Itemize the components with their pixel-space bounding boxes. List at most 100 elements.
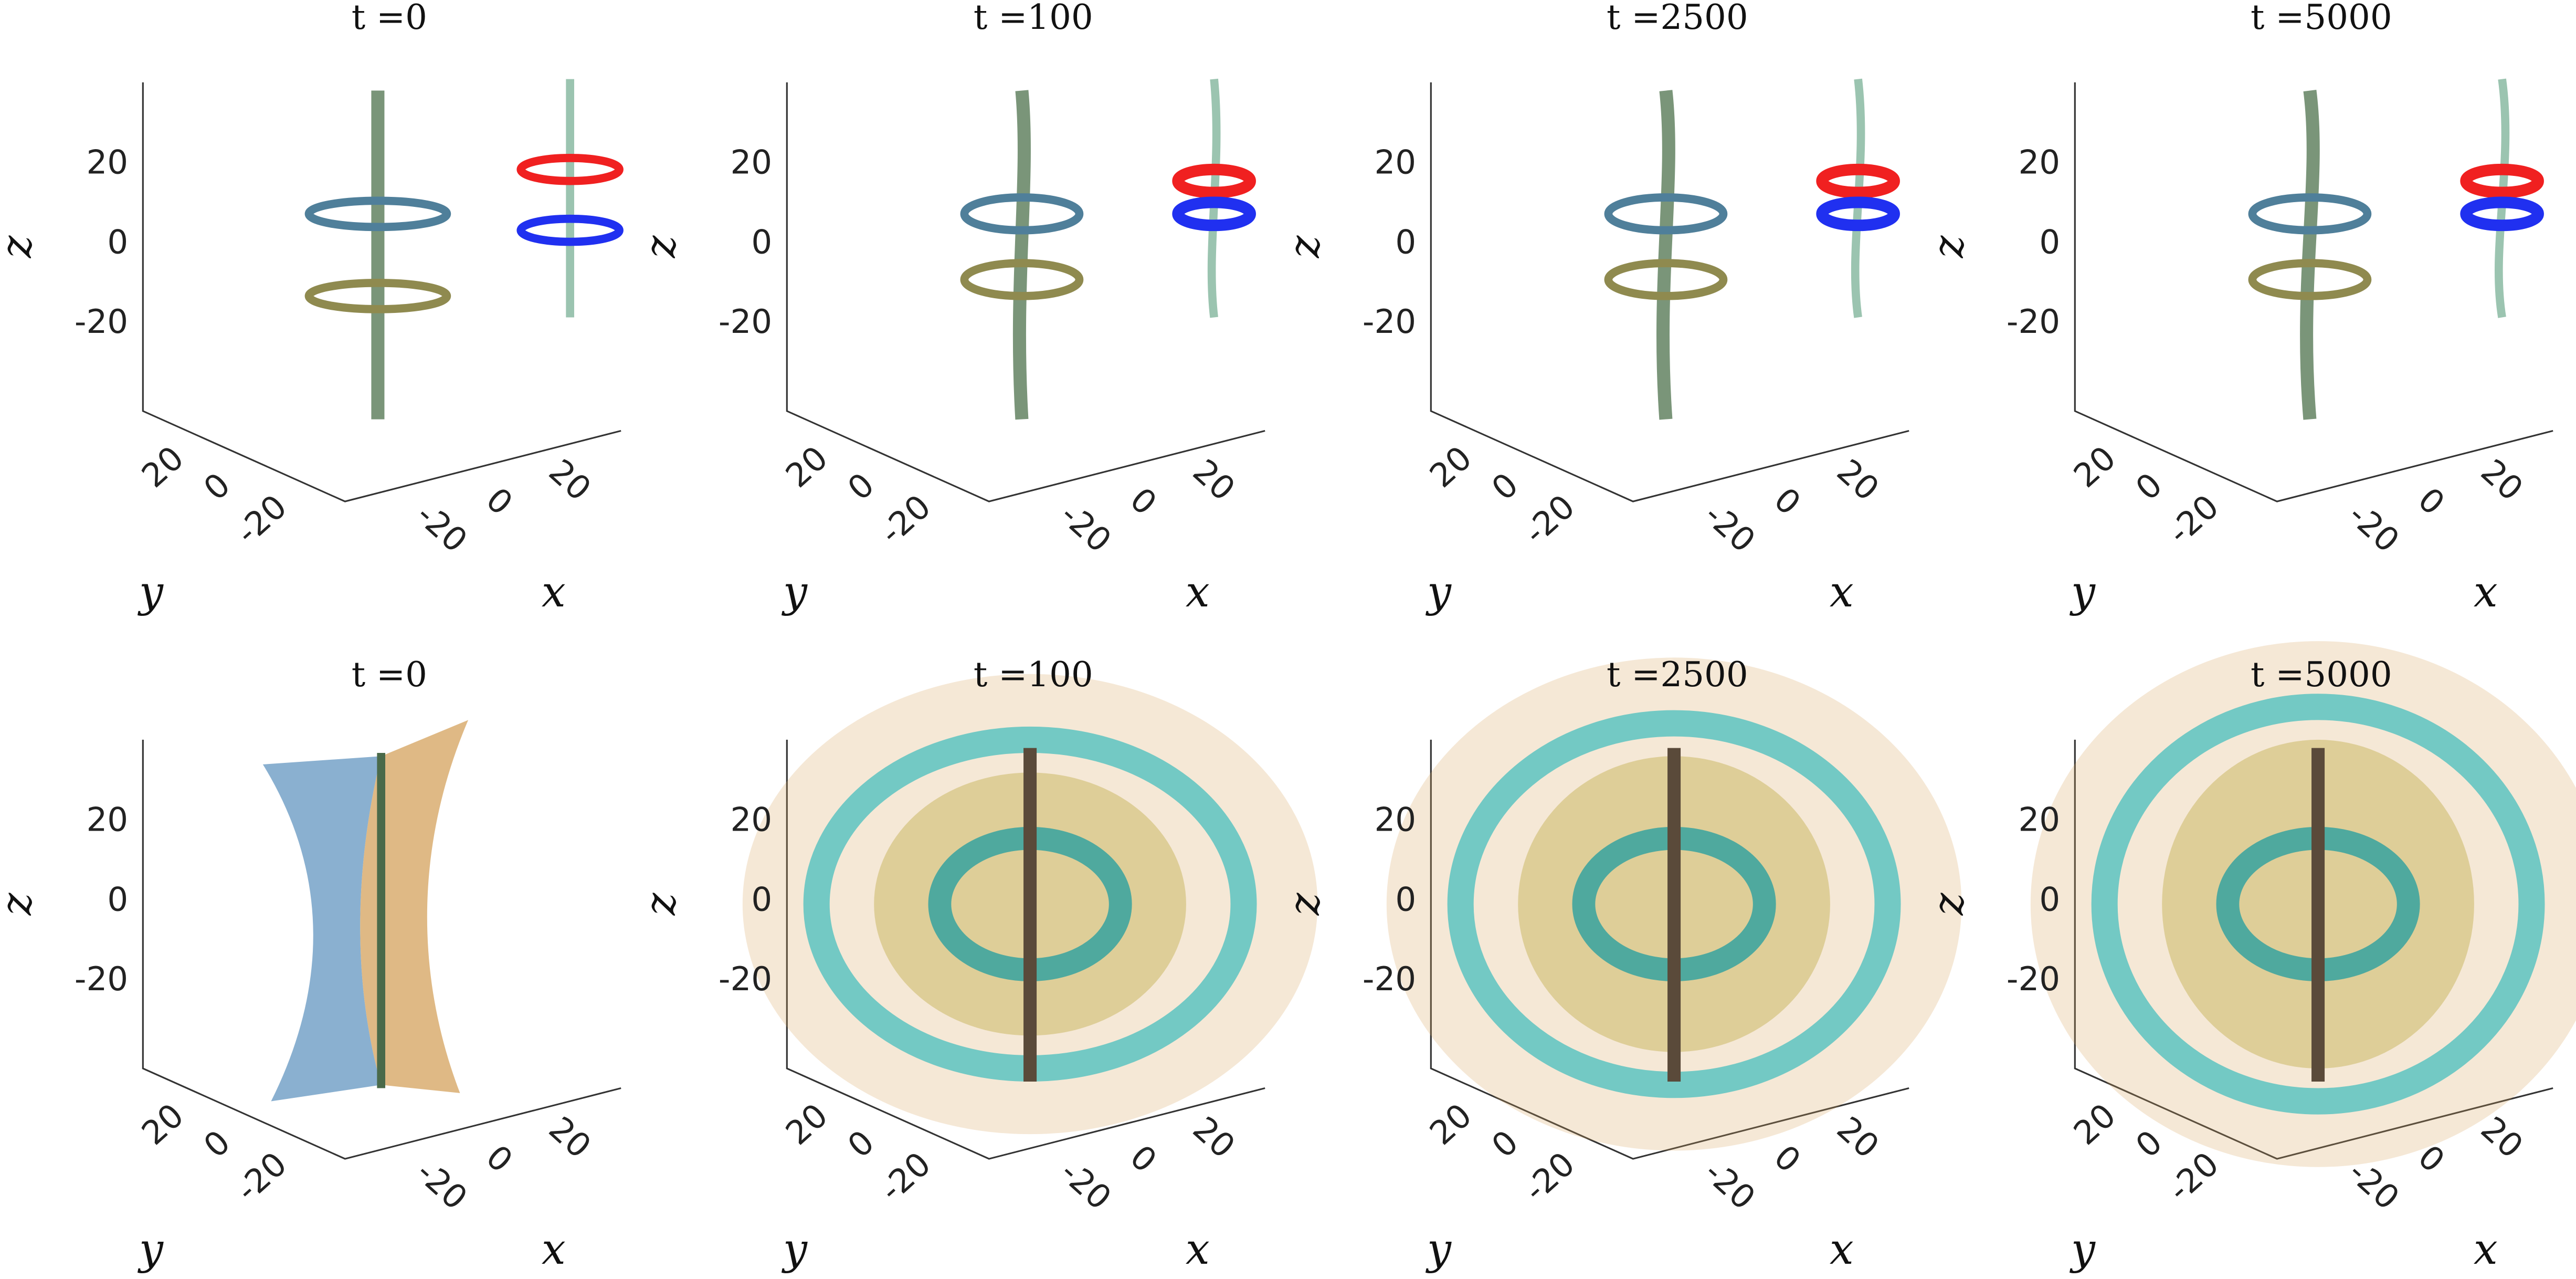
panel-title: t =5000 bbox=[2251, 654, 2392, 695]
x-tick-label: -20 bbox=[1697, 496, 1762, 560]
z-tick-label: 0 bbox=[107, 880, 128, 918]
vortex-ring bbox=[960, 259, 1084, 300]
x-axis-label: x bbox=[2474, 1224, 2498, 1274]
y-tick-label: 20 bbox=[1422, 1096, 1479, 1152]
panel-title: t =100 bbox=[974, 0, 1093, 37]
y-axis-label: y bbox=[1425, 567, 1452, 617]
vortex-ring bbox=[2248, 193, 2372, 235]
x-tick-label: 20 bbox=[542, 1109, 598, 1166]
y-axis-label: y bbox=[2069, 567, 2096, 617]
panel-title: t =0 bbox=[352, 654, 427, 695]
surface bbox=[262, 756, 382, 1102]
z-tick-label: 20 bbox=[1374, 801, 1416, 839]
vortex-tube bbox=[2300, 89, 2320, 420]
y-tick-label: -20 bbox=[1516, 1145, 1582, 1209]
y-tick-label: 20 bbox=[778, 438, 835, 495]
x-axis-label: x bbox=[1830, 1224, 1854, 1274]
z-tick-label: 0 bbox=[2039, 223, 2060, 261]
z-tick-label: -20 bbox=[75, 302, 128, 341]
y-tick-label: 20 bbox=[778, 1096, 835, 1152]
x-axis-label: x bbox=[1830, 567, 1854, 617]
vortex-ring bbox=[1604, 193, 1728, 235]
z-tick-label: -20 bbox=[2007, 302, 2060, 341]
y-tick-label: -20 bbox=[2160, 487, 2226, 552]
z-tick-label: -20 bbox=[2007, 960, 2060, 998]
isosurface bbox=[1447, 710, 1901, 1098]
y-axis-label: y bbox=[137, 1224, 164, 1274]
axis-lines bbox=[142, 82, 621, 502]
y-tick-label: 20 bbox=[134, 438, 191, 495]
y-axis-label: y bbox=[781, 567, 808, 617]
axis-lines bbox=[2074, 739, 2553, 1160]
x-tick-label: -20 bbox=[2341, 496, 2406, 560]
x-tick-label: 0 bbox=[1767, 1138, 1808, 1180]
x-axis-label: x bbox=[1186, 1224, 1210, 1274]
isosurface bbox=[2091, 694, 2545, 1115]
vortex-ring bbox=[960, 193, 1084, 235]
x-tick-label: 20 bbox=[1186, 1109, 1242, 1166]
z-tick-label: -20 bbox=[1363, 960, 1416, 998]
y-tick-label: 0 bbox=[1484, 465, 1525, 508]
z-tick-label: 0 bbox=[107, 223, 128, 261]
z-tick-label: -20 bbox=[75, 960, 128, 998]
x-tick-label: 0 bbox=[2411, 480, 2452, 522]
z-axis-label: z bbox=[1924, 892, 1973, 916]
z-tick-label: 20 bbox=[730, 143, 772, 181]
y-axis-label: y bbox=[1425, 1224, 1452, 1274]
axis-lines bbox=[142, 739, 621, 1160]
y-axis-label: y bbox=[781, 1224, 808, 1274]
y-tick-label: -20 bbox=[872, 1145, 938, 1209]
inset-ring-blue bbox=[1172, 196, 1256, 232]
y-tick-label: 0 bbox=[2128, 1123, 2169, 1165]
vortex-ring bbox=[1604, 259, 1728, 300]
y-axis-label: y bbox=[137, 567, 164, 617]
z-tick-label: -20 bbox=[719, 302, 772, 341]
vortex-tube bbox=[1012, 90, 1031, 420]
panel-title: t =5000 bbox=[2251, 0, 2392, 37]
x-tick-label: -20 bbox=[1053, 1153, 1118, 1218]
z-tick-label: -20 bbox=[719, 960, 772, 998]
z-axis-label: z bbox=[636, 892, 685, 916]
x-tick-label: 20 bbox=[542, 452, 598, 508]
axis-lines bbox=[786, 739, 1265, 1160]
y-tick-label: -20 bbox=[1516, 487, 1582, 552]
y-tick-label: -20 bbox=[228, 1145, 294, 1209]
z-tick-label: 0 bbox=[751, 880, 772, 918]
axis-lines bbox=[2074, 82, 2553, 502]
z-tick-label: 20 bbox=[86, 143, 128, 181]
panel-title: t =100 bbox=[974, 654, 1093, 695]
y-tick-label: 0 bbox=[840, 1123, 881, 1165]
y-tick-label: -20 bbox=[228, 487, 294, 552]
inset-ring-blue bbox=[516, 214, 624, 246]
z-axis-label: z bbox=[1280, 892, 1329, 916]
inset-ring-blue bbox=[2460, 196, 2544, 232]
x-tick-label: -20 bbox=[409, 1153, 474, 1218]
panel-title: t =0 bbox=[352, 0, 427, 37]
y-tick-label: 0 bbox=[1484, 1123, 1525, 1165]
inset-ring-red bbox=[2460, 163, 2544, 198]
z-axis-label: z bbox=[1924, 235, 1973, 258]
z-axis-label: z bbox=[1280, 235, 1329, 258]
y-tick-label: 20 bbox=[1422, 438, 1479, 495]
x-tick-label: 20 bbox=[1830, 1109, 1886, 1166]
z-tick-label: 0 bbox=[1395, 880, 1416, 918]
x-tick-label: 0 bbox=[479, 1138, 520, 1180]
panel-title: t =2500 bbox=[1607, 0, 1748, 37]
z-tick-label: -20 bbox=[1363, 302, 1416, 341]
y-tick-label: 0 bbox=[2128, 465, 2169, 508]
vortex-ring bbox=[304, 196, 451, 232]
z-tick-label: 0 bbox=[2039, 880, 2060, 918]
x-axis-label: x bbox=[1186, 567, 1210, 617]
surface bbox=[360, 720, 469, 1093]
y-axis-label: y bbox=[2069, 1224, 2096, 1274]
x-axis-label: x bbox=[542, 1224, 566, 1274]
vortex-ring bbox=[304, 278, 451, 313]
x-tick-label: 20 bbox=[2474, 452, 2530, 508]
z-axis-label: z bbox=[0, 235, 41, 258]
